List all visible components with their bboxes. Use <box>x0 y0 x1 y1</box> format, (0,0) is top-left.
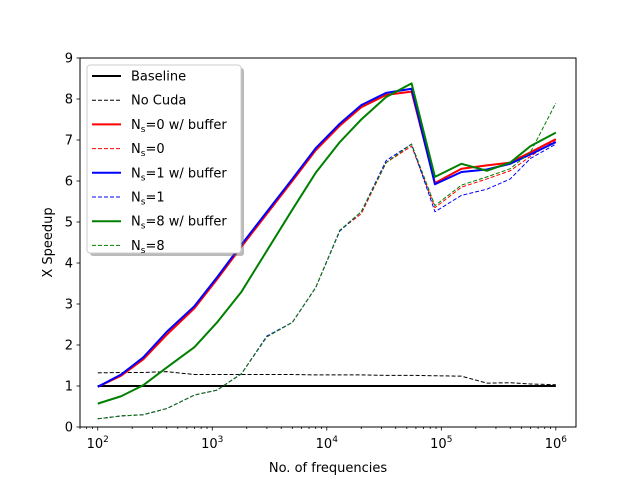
series-line-6 <box>97 82 557 405</box>
plot-frame <box>79 57 577 428</box>
series-layer <box>97 82 557 420</box>
legend-label-7: Ns=8 <box>131 239 165 256</box>
y-tick-label: 9 <box>65 52 73 67</box>
x-tick-label: 103 <box>201 435 223 452</box>
y-tick-label: 4 <box>65 257 73 272</box>
legend: Baseline No Cuda Ns=0 w/ buffer Ns=0 Ns=1 w/… <box>86 64 244 256</box>
x-tick-label: 105 <box>430 435 452 452</box>
x-axis: 102 103 104 105 106 <box>79 427 568 452</box>
y-tick-label: 3 <box>65 298 73 313</box>
legend-label-3: Ns=0 <box>131 142 165 159</box>
legend-label-2: Ns=0 w/ buffer <box>131 118 227 135</box>
legend-label-0: Baseline <box>131 70 186 85</box>
legend-label-1: No Cuda <box>131 94 186 109</box>
series-line-1 <box>97 371 556 386</box>
y-tick-label: 7 <box>65 134 73 149</box>
y-tick-label: 2 <box>65 339 73 354</box>
legend-box <box>86 64 242 254</box>
x-tick-label: 102 <box>87 435 109 452</box>
series-line-7 <box>97 102 557 420</box>
y-axis: 0 1 2 3 4 5 6 7 8 9 <box>65 52 80 436</box>
legend-label-5: Ns=1 <box>131 191 165 208</box>
y-tick-label: 8 <box>65 93 73 108</box>
x-tick-label: 104 <box>316 435 339 452</box>
y-tick-label: 1 <box>65 380 73 395</box>
x-axis-label: No. of frequencies <box>269 461 387 476</box>
legend-label-4: Ns=1 w/ buffer <box>131 166 227 183</box>
y-tick-label: 0 <box>65 421 73 436</box>
legend-items: Baseline No Cuda Ns=0 w/ buffer Ns=0 Ns=1 w/… <box>92 70 227 256</box>
legend-label-6: Ns=8 w/ buffer <box>131 215 227 232</box>
y-tick-label: 6 <box>65 175 73 190</box>
series-line-2 <box>97 90 557 388</box>
y-axis-label: X Speedup <box>41 207 56 277</box>
y-tick-label: 5 <box>65 216 73 231</box>
x-tick-label: 106 <box>545 435 568 452</box>
